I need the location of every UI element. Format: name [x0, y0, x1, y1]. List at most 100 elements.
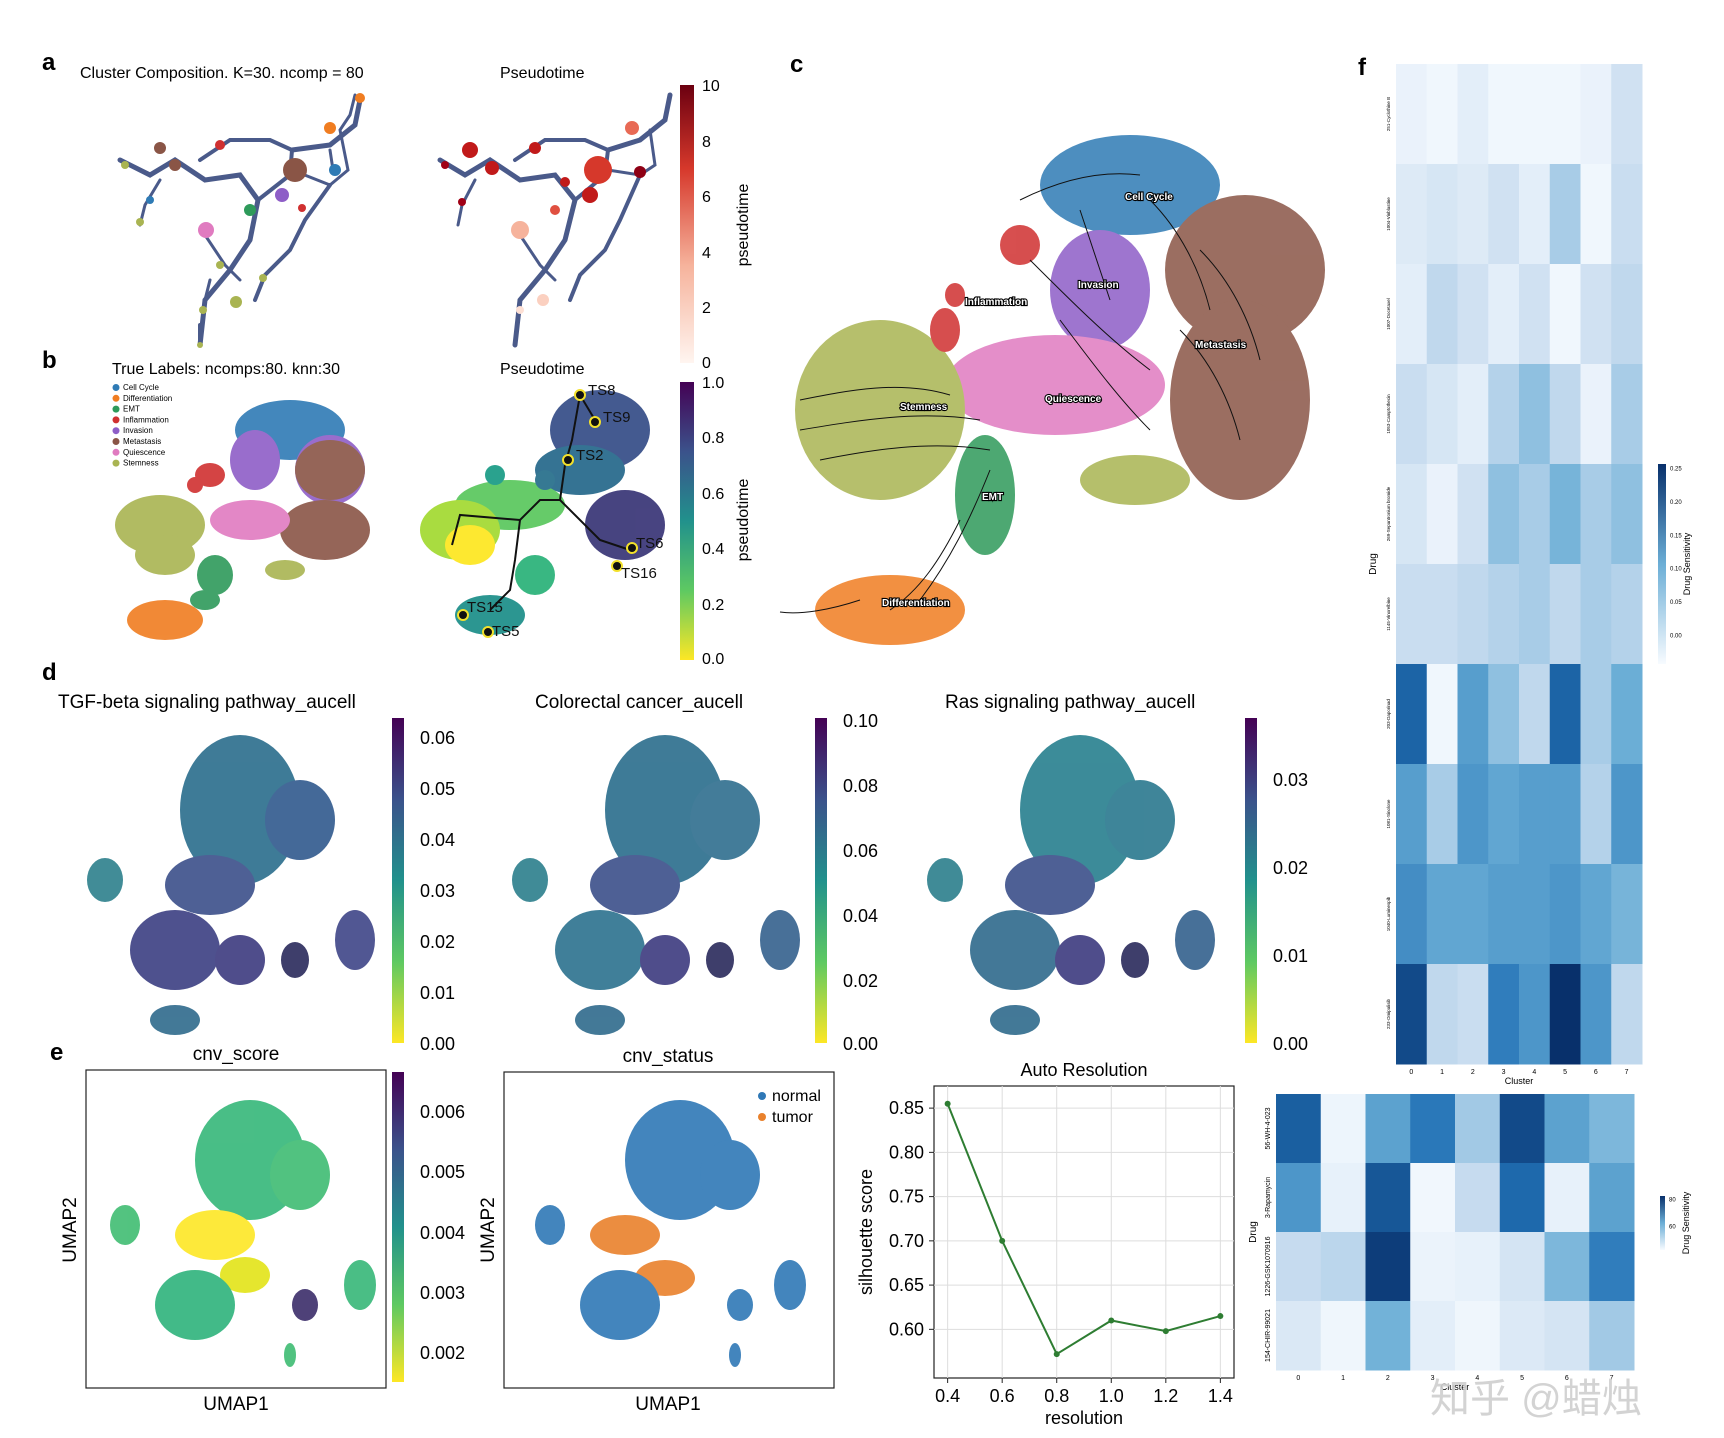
- cluster-tick-6: 6: [1565, 1375, 1569, 1382]
- heat-cell-7-6: [1580, 764, 1612, 865]
- drug-heatmap-top: 251-Cyclothine B 1004-Vinblastine 1007-Doc…: [1368, 64, 1692, 1086]
- heat-cell-8-0: [1396, 864, 1428, 965]
- cnv-score-colorbar: [392, 1072, 404, 1382]
- heat-cell-3-2: [1457, 364, 1489, 465]
- drug-label-4: 269-Sepantronium bromide: [1386, 486, 1391, 541]
- heat-cell-2-2: [1457, 264, 1489, 365]
- panel-label-a: a: [42, 49, 56, 76]
- pseudotime-colorbar-a-label: pseudotime: [735, 184, 752, 267]
- cluster-tick-2: 2: [1386, 1375, 1390, 1382]
- drug-label-9: 233-Omipalisib: [1386, 998, 1391, 1029]
- drug-label-1: 3-Rapamycin: [1265, 1177, 1272, 1218]
- heat-cell-2-5: [1499, 1232, 1545, 1302]
- cluster-tick-3: 3: [1502, 1069, 1506, 1076]
- heat-cell-9-3: [1488, 964, 1520, 1065]
- heat-cell-2-6: [1580, 264, 1612, 365]
- drug-label-0: 56-WH-4-023: [1265, 1107, 1272, 1149]
- heat-cell-3-0: [1276, 1301, 1322, 1371]
- heat-cell-2-3: [1410, 1232, 1456, 1302]
- svg-text:6: 6: [702, 189, 711, 206]
- svg-text:4: 4: [702, 245, 711, 262]
- heat-cell-8-2: [1457, 864, 1489, 965]
- drug-label-7: 1081-Sinolone: [1386, 799, 1391, 829]
- heat-cell-0-0: [1276, 1094, 1322, 1164]
- heat-colorbar-tick-4: 0.05: [1670, 600, 1682, 606]
- heat-cell-0-6: [1544, 1094, 1590, 1164]
- ts-marker-TS2: [562, 454, 574, 466]
- heat-cell-7-4: [1519, 764, 1551, 865]
- drug-label-3: 1053-Camptothecin: [1386, 394, 1391, 434]
- svg-text:0.00: 0.00: [420, 1034, 455, 1054]
- heat-cell-9-7: [1611, 964, 1643, 1065]
- aucell-umap-2: [512, 735, 800, 1035]
- x-tick-label-5: 1.4: [1208, 1386, 1233, 1406]
- aucell-umap-3: [927, 735, 1215, 1035]
- chart-ylabel: silhouette score: [856, 1169, 876, 1295]
- aucell-colorbar-1: [392, 718, 404, 1043]
- drug-label-2: 1007-Docetaxel: [1386, 298, 1391, 330]
- heat-cell-3-7: [1589, 1301, 1635, 1371]
- svg-text:Metastasis: Metastasis: [1195, 340, 1247, 351]
- aucell-title-3: Ras signaling pathway_aucell: [945, 692, 1195, 713]
- ts-label-TS16: TS16: [621, 565, 657, 582]
- aucell-title-2: Colorectal cancer_aucell: [535, 692, 743, 713]
- heat-cell-8-1: [1426, 864, 1458, 965]
- cluster-tick-0: 0: [1296, 1375, 1300, 1382]
- pseudotime-graph-nodes: [441, 121, 646, 314]
- heat-cell-1-5: [1549, 164, 1581, 265]
- heat-cell-1-3: [1410, 1163, 1456, 1233]
- cnv-score-ylabel: UMAP2: [60, 1197, 81, 1262]
- heat-cell-0-2: [1365, 1094, 1411, 1164]
- heat-cell-8-5: [1549, 864, 1581, 965]
- drug-label-0: 251-Cyclothine B: [1386, 97, 1391, 131]
- heat-colorbar-tick-3: 0.10: [1670, 567, 1682, 573]
- cluster-tick-7: 7: [1625, 1069, 1629, 1076]
- heat-cell-0-2: [1457, 64, 1489, 165]
- legend-marker-1: [112, 394, 120, 402]
- data-point-4: [1162, 1328, 1169, 1335]
- y-tick-label-0: 0.85: [889, 1098, 924, 1118]
- ts-marker-TS9: [589, 416, 601, 428]
- heat-cell-9-1: [1426, 964, 1458, 1065]
- legend-label-2: EMT: [123, 405, 140, 414]
- cnv-score-colorbar-ticks: 0.006 0.005 0.004 0.003 0.002: [420, 1102, 465, 1363]
- heat-cell-8-6: [1580, 864, 1612, 965]
- heat-cell-9-6: [1580, 964, 1612, 1065]
- heat-cell-0-4: [1455, 1094, 1501, 1164]
- heat-cell-4-4: [1519, 464, 1551, 565]
- svg-text:0.02: 0.02: [420, 932, 455, 952]
- drug-label-3: 154-CHIR-99021: [1265, 1309, 1272, 1362]
- svg-text:8: 8: [702, 134, 711, 151]
- x-tick-label-3: 1.0: [1099, 1386, 1124, 1406]
- cluster-tick-5: 5: [1520, 1375, 1524, 1382]
- heat-cell-2-4: [1519, 264, 1551, 365]
- legend-normal-marker: [758, 1092, 766, 1100]
- svg-text:0.6: 0.6: [702, 486, 724, 503]
- svg-text:0.002: 0.002: [420, 1343, 465, 1363]
- heat-cell-0-3: [1488, 64, 1520, 165]
- cnv-status-title: cnv_status: [623, 1046, 714, 1067]
- cnv-score-umap: [110, 1100, 376, 1367]
- cluster-tick-2: 2: [1471, 1069, 1475, 1076]
- chart-frame: [933, 1085, 1235, 1379]
- legend-marker-4: [112, 427, 120, 435]
- heat-cell-7-2: [1457, 764, 1489, 865]
- heat-cell-8-4: [1519, 864, 1551, 965]
- heat-colorbar-tick-0: 80: [1669, 1197, 1676, 1203]
- cluster-tick-3: 3: [1431, 1375, 1435, 1382]
- cnv-status-ylabel: UMAP2: [478, 1197, 499, 1262]
- heat-colorbar-tick-0: 0.25: [1670, 467, 1682, 473]
- panel-label-d: d: [42, 659, 57, 686]
- heat-colorbar-label: Drug Sensitivity: [1681, 1191, 1691, 1254]
- svg-text:0.03: 0.03: [420, 881, 455, 901]
- legend-tumor-label: tumor: [772, 1109, 814, 1126]
- svg-text:0.02: 0.02: [1273, 858, 1308, 878]
- heat-cell-5-5: [1549, 564, 1581, 665]
- heat-cell-0-7: [1611, 64, 1643, 165]
- heat-cell-7-1: [1426, 764, 1458, 865]
- heat-cell-3-1: [1426, 364, 1458, 465]
- heat-cell-3-6: [1580, 364, 1612, 465]
- cnv-score-title: cnv_score: [193, 1044, 280, 1065]
- ts-marker-TS16: [611, 560, 623, 572]
- heat-cell-1-7: [1589, 1163, 1635, 1233]
